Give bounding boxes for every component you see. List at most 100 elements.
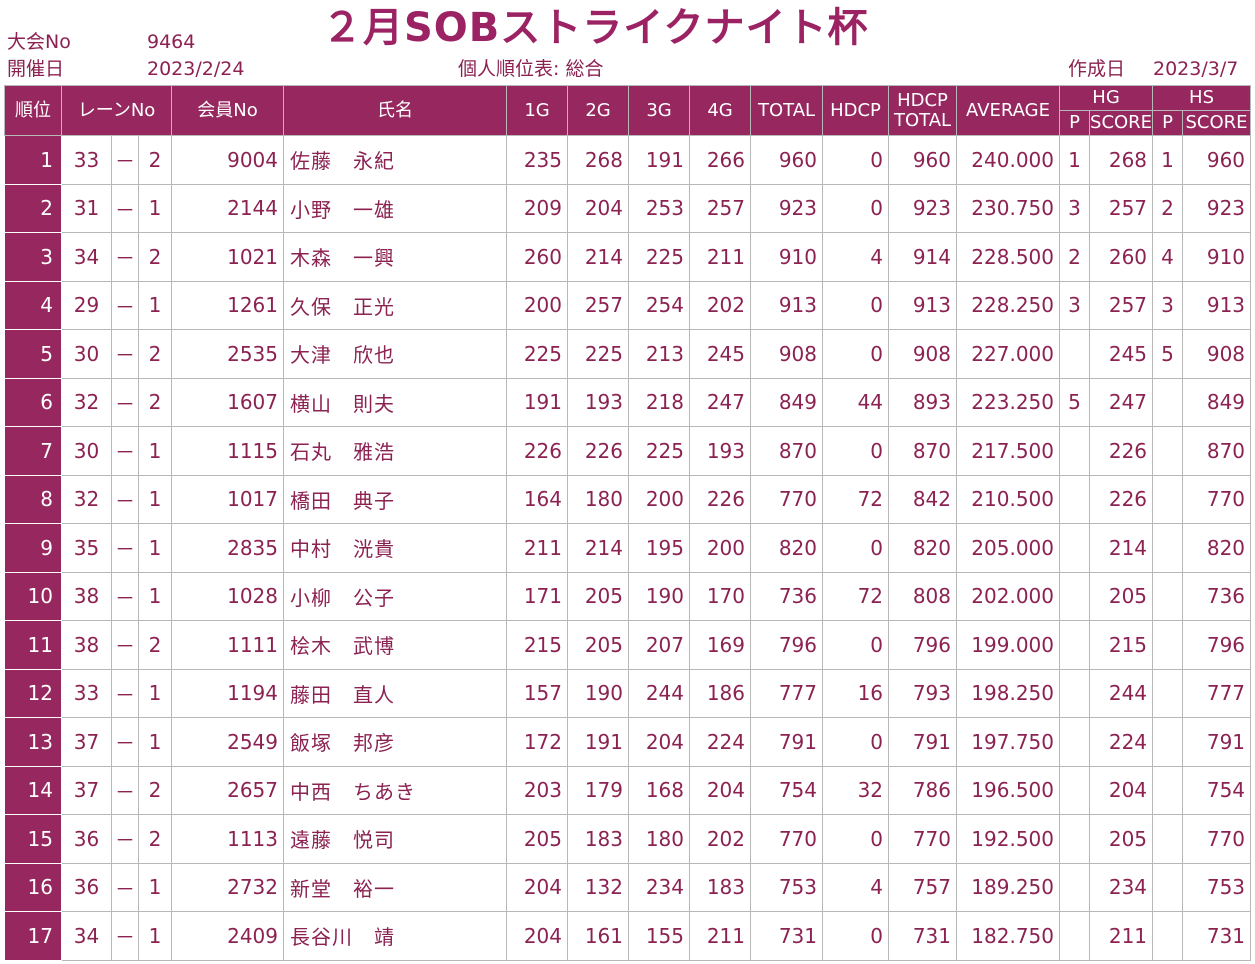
total-cell: 870 <box>750 426 824 476</box>
table-row: 11 38 － 2 1111 桧木 武博 215 205 207 169 796 0 796 199.00… <box>4 620 1252 670</box>
lane-cell: 34 <box>61 911 112 961</box>
hdcp-cell: 72 <box>822 474 890 524</box>
hg-place-cell <box>1059 668 1091 718</box>
lane-dash: － <box>111 571 139 621</box>
lane-cell: 37 <box>61 765 112 815</box>
game2-cell: 205 <box>567 620 630 670</box>
lane-pair-cell: 1 <box>137 862 173 912</box>
game3-cell: 155 <box>628 911 691 961</box>
hs-score-cell: 770 <box>1182 474 1252 524</box>
game2-cell: 132 <box>567 862 630 912</box>
player-name-cell: 横山 則夫 <box>283 377 508 427</box>
game1-cell: 211 <box>506 523 569 573</box>
average-cell: 192.500 <box>956 814 1061 864</box>
col-hdcp-total-header: HDCP TOTAL <box>888 85 958 136</box>
game1-cell: 226 <box>506 426 569 476</box>
hg-place-cell <box>1059 620 1091 670</box>
hs-place-cell <box>1152 474 1184 524</box>
member-no-cell: 1115 <box>171 426 285 476</box>
member-no-cell: 1113 <box>171 814 285 864</box>
lane-dash: － <box>111 183 139 233</box>
game3-cell: 204 <box>628 717 691 767</box>
member-no-cell: 2835 <box>171 523 285 573</box>
lane-cell: 36 <box>61 862 112 912</box>
lane-dash: － <box>111 814 139 864</box>
table-row: 3 34 － 2 1021 木森 一興 260 214 225 211 910 4 914 228.500… <box>4 232 1252 282</box>
event-no-label: 大会No <box>7 31 71 53</box>
total-cell: 820 <box>750 523 824 573</box>
hg-place-cell <box>1059 426 1091 476</box>
hg-place-cell <box>1059 814 1091 864</box>
member-no-cell: 2657 <box>171 765 285 815</box>
lane-cell: 30 <box>61 426 112 476</box>
table-row: 14 37 － 2 2657 中西 ちあき 203 179 168 204 754 32 786 196.… <box>4 765 1252 815</box>
lane-pair-cell: 2 <box>137 765 173 815</box>
game2-cell: 214 <box>567 523 630 573</box>
game4-cell: 226 <box>689 474 752 524</box>
player-name-cell: 桧木 武博 <box>283 620 508 670</box>
game3-cell: 218 <box>628 377 691 427</box>
rank-cell: 16 <box>4 862 62 912</box>
game2-cell: 161 <box>567 911 630 961</box>
rank-cell: 5 <box>4 329 62 379</box>
lane-dash: － <box>111 862 139 912</box>
game2-cell: 257 <box>567 280 630 330</box>
standings-body: 1 33 － 2 9004 佐藤 永紀 235 268 191 266 960 0 960 240.000… <box>4 135 1252 961</box>
lane-pair-cell: 2 <box>137 377 173 427</box>
lane-dash: － <box>111 668 139 718</box>
average-cell: 228.250 <box>956 280 1061 330</box>
rank-cell: 15 <box>4 814 62 864</box>
hs-place-cell <box>1152 862 1184 912</box>
total-cell: 796 <box>750 620 824 670</box>
average-cell: 223.250 <box>956 377 1061 427</box>
hdcp-total-cell: 793 <box>888 668 958 718</box>
game4-cell: 211 <box>689 232 752 282</box>
game1-cell: 260 <box>506 232 569 282</box>
lane-cell: 32 <box>61 377 112 427</box>
player-name-cell: 中西 ちあき <box>283 765 508 815</box>
hg-place-cell: 5 <box>1059 377 1091 427</box>
hdcp-cell: 0 <box>822 135 890 185</box>
table-row: 2 31 － 1 2144 小野 一雄 209 204 253 257 923 0 923 230.750… <box>4 183 1252 233</box>
game1-cell: 200 <box>506 280 569 330</box>
hg-place-cell <box>1059 329 1091 379</box>
lane-dash: － <box>111 474 139 524</box>
hdcp-total-cell: 791 <box>888 717 958 767</box>
hs-score-cell: 796 <box>1182 620 1252 670</box>
member-no-cell: 1194 <box>171 668 285 718</box>
game2-cell: 191 <box>567 717 630 767</box>
game4-cell: 202 <box>689 280 752 330</box>
hs-place-cell <box>1152 668 1184 718</box>
game1-cell: 191 <box>506 377 569 427</box>
game1-cell: 203 <box>506 765 569 815</box>
hs-score-cell: 913 <box>1182 280 1252 330</box>
player-name-cell: 木森 一興 <box>283 232 508 282</box>
game2-cell: 193 <box>567 377 630 427</box>
hg-score-cell: 260 <box>1089 232 1154 282</box>
total-cell: 849 <box>750 377 824 427</box>
col-average-header: AVERAGE <box>956 85 1061 136</box>
col-hs-p-header: P <box>1152 110 1184 136</box>
hdcp-total-line2: TOTAL <box>893 109 952 131</box>
player-name-cell: 中村 洸貴 <box>283 523 508 573</box>
table-row: 8 32 － 1 1017 橋田 典子 164 180 200 226 770 72 842 210.50… <box>4 474 1252 524</box>
col-hs-score-header: SCORE <box>1182 110 1252 136</box>
hg-score-cell: 226 <box>1089 474 1154 524</box>
hdcp-cell: 0 <box>822 183 890 233</box>
lane-cell: 37 <box>61 717 112 767</box>
lane-dash: － <box>111 329 139 379</box>
hdcp-cell: 0 <box>822 523 890 573</box>
hg-place-cell <box>1059 911 1091 961</box>
average-cell: 210.500 <box>956 474 1061 524</box>
player-name-cell: 小野 一雄 <box>283 183 508 233</box>
game1-cell: 164 <box>506 474 569 524</box>
game1-cell: 172 <box>506 717 569 767</box>
hs-place-cell <box>1152 523 1184 573</box>
lane-cell: 29 <box>61 280 112 330</box>
member-no-cell: 2549 <box>171 717 285 767</box>
rank-cell: 7 <box>4 426 62 476</box>
lane-pair-cell: 1 <box>137 523 173 573</box>
game3-cell: 234 <box>628 862 691 912</box>
hdcp-total-cell: 960 <box>888 135 958 185</box>
hs-place-cell: 5 <box>1152 329 1184 379</box>
